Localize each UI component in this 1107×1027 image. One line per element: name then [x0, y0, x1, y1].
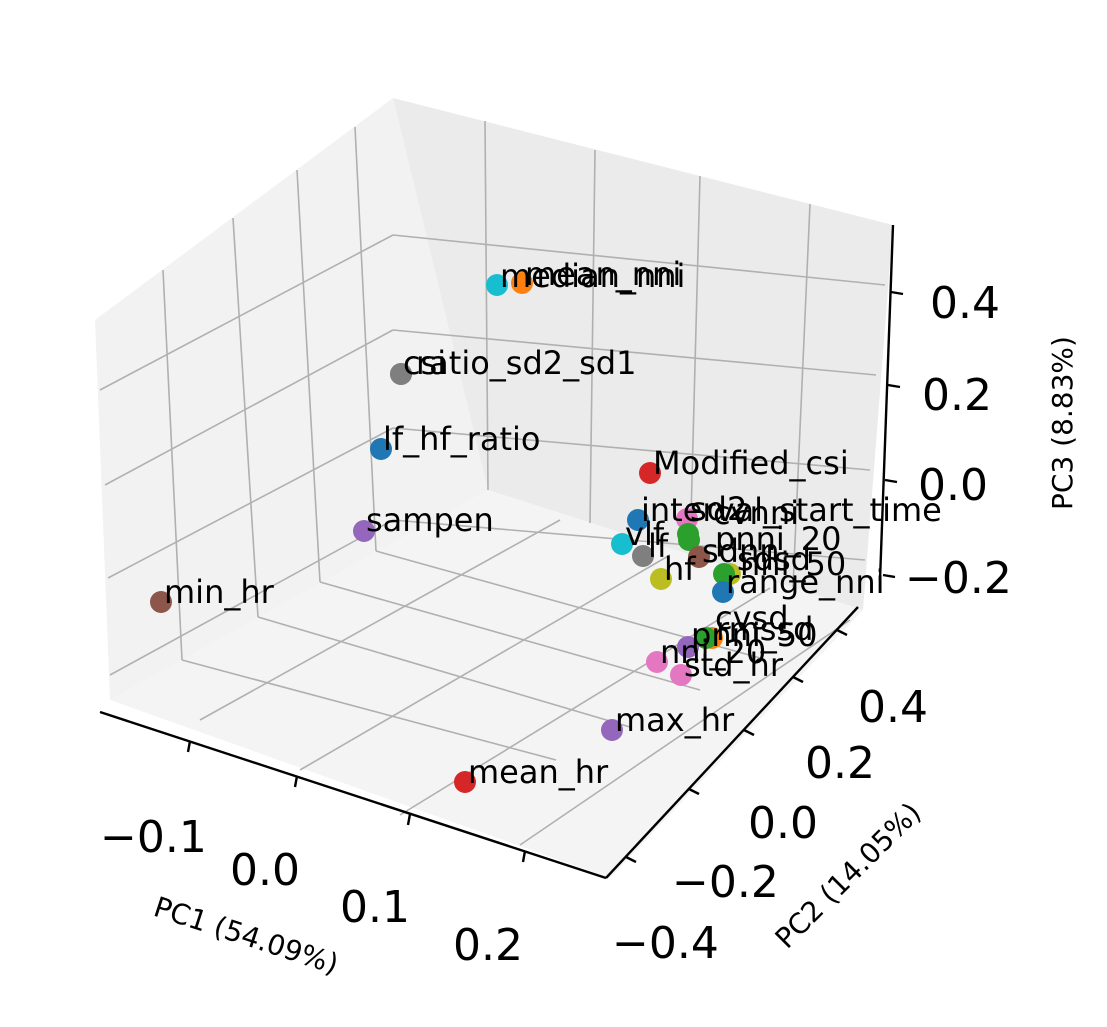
- data-point-label: nni_20: [660, 633, 766, 671]
- data-point-label: sampen: [366, 501, 494, 539]
- grid-lines: [99, 120, 886, 846]
- data-point-pnni-50: [677, 636, 699, 658]
- y-tick-label: −0.2: [672, 857, 779, 908]
- data-point-interval-start-time: [627, 509, 649, 531]
- data-point-label: Modified_csi: [653, 444, 849, 482]
- x-tick-label: −0.1: [100, 812, 207, 863]
- data-point-modified-csi: [639, 462, 661, 484]
- data-point-lf-hf-ratio: [370, 438, 392, 460]
- y-tick-label: 0.2: [805, 738, 875, 789]
- z-tick-label: 0.4: [930, 278, 1000, 329]
- axis-ticks: [186, 290, 904, 864]
- data-point-hf: [650, 568, 672, 590]
- data-point-label: mean_nni: [525, 255, 681, 293]
- data-point-label: vlf: [625, 515, 665, 553]
- z-axis-line: [878, 224, 895, 581]
- y-tick-labels: −0.4 −0.2 0.0 0.2 0.4: [612, 682, 928, 969]
- data-point-median-nni: [486, 274, 508, 296]
- data-point-min-hr: [150, 591, 172, 613]
- x-axis-line: [99, 710, 607, 880]
- x-axis-label: PC1 (54.09%): [150, 890, 343, 981]
- z-tick-label: −0.2: [905, 553, 1012, 604]
- data-point-pnni-20: [678, 529, 700, 551]
- x-tick-label: 0.0: [230, 845, 300, 896]
- data-point-label: sdsd: [737, 540, 811, 578]
- data-point-label: pnni_20: [715, 520, 841, 558]
- data-point-sdnn: [688, 546, 710, 568]
- data-point-mean-hr: [454, 771, 476, 793]
- z-tick-label: 0.0: [918, 460, 988, 511]
- data-point-sdsd: [713, 563, 735, 585]
- z-axis-label: PC3 (8.83%): [1046, 336, 1079, 510]
- data-point-label: sdnn: [702, 532, 780, 570]
- data-point-label: std_hr: [684, 646, 784, 684]
- y-tick-label: 0.0: [748, 798, 818, 849]
- y-axis-line: [605, 606, 859, 879]
- x-tick-label: 0.1: [340, 882, 410, 933]
- data-point-mean-nni: [511, 272, 533, 294]
- data-point-label: lf: [648, 527, 669, 565]
- data-point-std-hr: [670, 664, 692, 686]
- data-point-vlf: [611, 533, 633, 555]
- left-pane: [95, 98, 488, 700]
- data-point-label: range_nni: [726, 563, 885, 601]
- data-point-max-hr: [601, 719, 623, 741]
- data-points: [150, 272, 741, 793]
- data-point-rmssd: [695, 627, 717, 649]
- data-point-label: hf: [664, 550, 696, 588]
- data-point-label: cvsd: [715, 599, 789, 637]
- y-tick-label: 0.4: [858, 682, 928, 733]
- x-tick-labels: −0.1 0.0 0.1 0.2: [100, 812, 523, 971]
- y-tick-label: −0.4: [612, 918, 719, 969]
- x-tick-label: 0.2: [453, 920, 523, 971]
- data-point-label: csi: [403, 344, 446, 382]
- data-point-label: sd2: [690, 490, 747, 528]
- data-point-lf: [632, 545, 654, 567]
- data-point-nni-20: [646, 651, 668, 673]
- data-point-label: mean_hr: [468, 753, 609, 791]
- data-point-label: min_hr: [164, 573, 275, 611]
- data-point-label: max_hr: [615, 701, 735, 739]
- data-point-label: ratio_sd2_sd1: [416, 344, 636, 382]
- data-point-label: nni_50: [740, 545, 846, 583]
- data-point-sampen: [353, 520, 375, 542]
- z-tick-labels: −0.2 0.0 0.2 0.4: [905, 278, 1012, 604]
- data-point-ratio-sd2-sd1: [390, 363, 412, 385]
- data-point-range-nni: [712, 581, 734, 603]
- data-point-label: lf_hf_ratio: [383, 420, 540, 458]
- axis-lines: [99, 224, 895, 880]
- data-point-label: rmssd: [716, 610, 813, 648]
- data-point-label: interval_start_time: [641, 491, 942, 529]
- data-point-label: median_nni: [500, 257, 685, 295]
- data-point-label: cvnni: [713, 494, 799, 532]
- z-tick-label: 0.2: [922, 370, 992, 421]
- data-point-label: pnni_50: [691, 616, 817, 654]
